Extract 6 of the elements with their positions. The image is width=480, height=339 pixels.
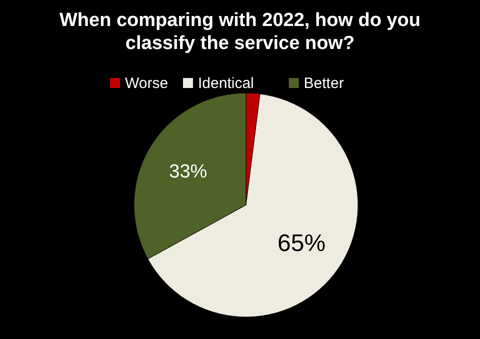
- data-label: 65%: [278, 230, 326, 258]
- legend-label: Better: [304, 75, 344, 92]
- legend-label: Worse: [125, 75, 168, 92]
- data-label: 33%: [169, 161, 208, 182]
- legend-label: Identical: [198, 75, 254, 92]
- chart-title: When comparing with 2022, how do you classify the service now?: [59, 10, 421, 54]
